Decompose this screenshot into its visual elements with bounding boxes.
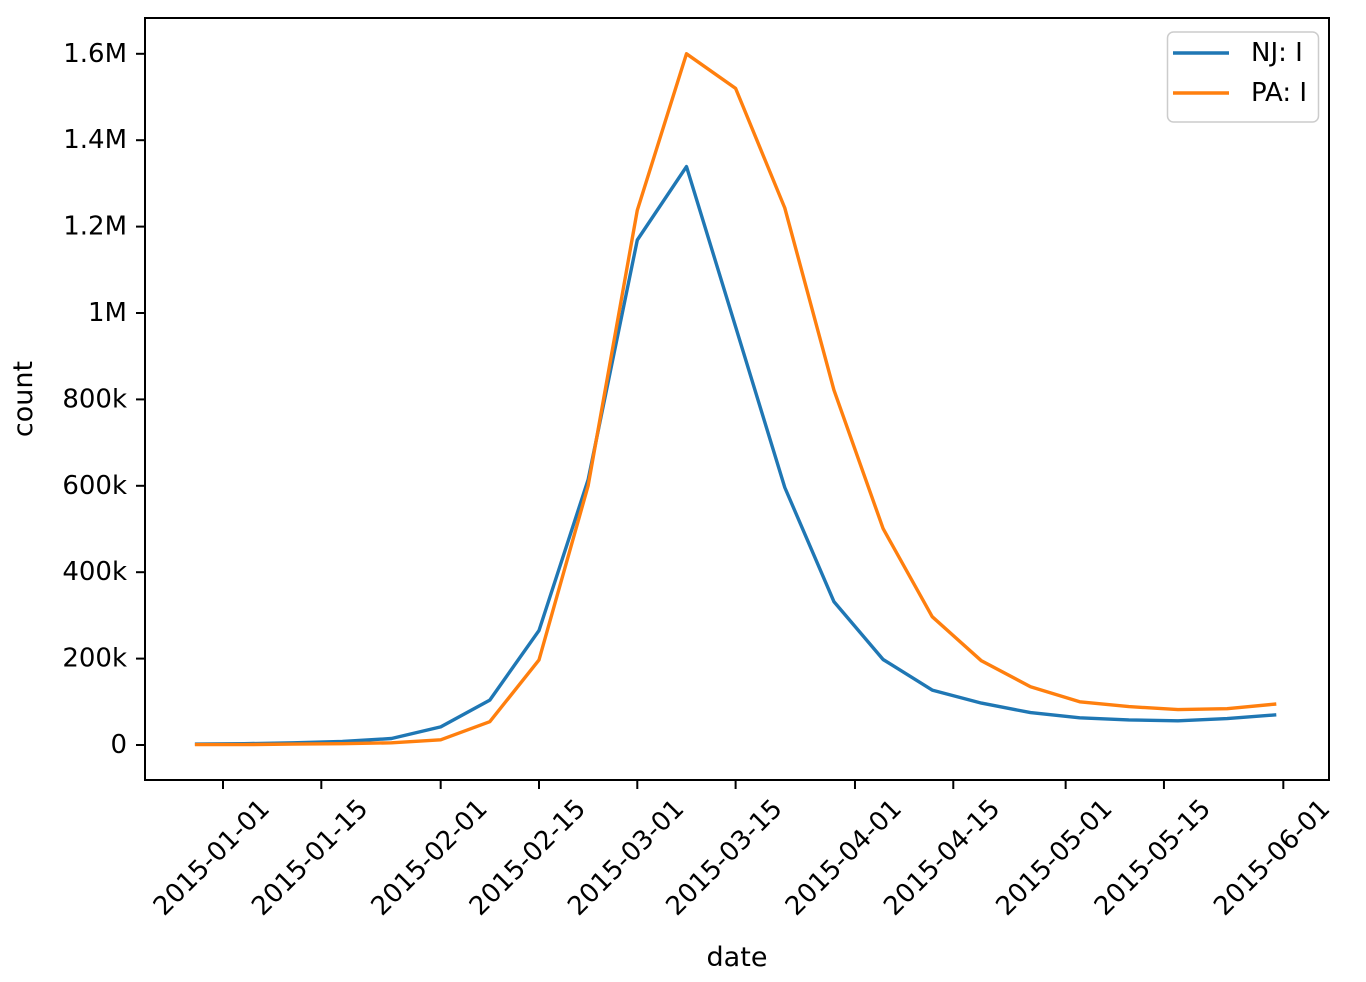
y-tick-label: 1.4M (63, 125, 127, 155)
x-axis-label: date (707, 942, 768, 973)
legend-label: PA: I (1251, 78, 1307, 108)
y-tick-label: 200k (62, 644, 127, 674)
y-tick-label: 600k (62, 471, 127, 501)
y-tick-label: 0 (110, 730, 127, 760)
x-tick-label: 2015-06-01 (1208, 794, 1336, 922)
series-line-nj-i (194, 164, 1277, 746)
plot-frame (144, 17, 1330, 781)
y-tick-label: 1.2M (63, 212, 127, 242)
series-line-pa-i (194, 52, 1277, 747)
y-tick-label: 1M (88, 298, 127, 328)
y-tick-label: 800k (62, 384, 127, 414)
legend: NJ: I PA: I (1166, 31, 1320, 123)
y-tick-label: 1.6M (63, 39, 127, 69)
y-axis-label: count (8, 361, 39, 437)
legend-label: NJ: I (1251, 38, 1303, 68)
y-tick-label: 400k (62, 557, 127, 587)
